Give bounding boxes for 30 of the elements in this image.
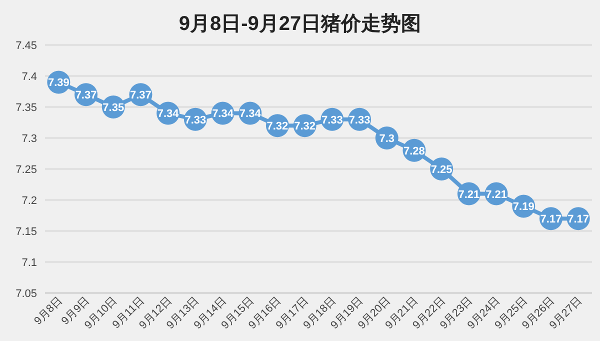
y-tick-label: 7.1: [22, 257, 37, 269]
y-tick-label: 7.2: [22, 195, 37, 207]
y-tick-label: 7.25: [16, 164, 37, 176]
data-label: 7.17: [540, 214, 562, 226]
data-label: 7.34: [157, 108, 180, 120]
data-label: 7.21: [486, 188, 507, 201]
data-label: 7.37: [75, 90, 97, 102]
data-label: 7.34: [212, 108, 234, 120]
y-tick-label: 7.4: [22, 71, 37, 83]
data-label: 7.32: [294, 120, 316, 133]
data-label: 7.35: [102, 102, 124, 114]
y-tick-label: 7.45: [16, 40, 37, 52]
data-label: 7.3: [379, 133, 395, 145]
data-label: 7.32: [266, 120, 288, 133]
data-label: 7.39: [48, 77, 70, 90]
data-label: 7.17: [568, 214, 590, 226]
y-tick-label: 7.15: [16, 226, 37, 238]
data-label: 7.37: [130, 90, 152, 102]
data-label: 7.33: [321, 114, 343, 126]
data-label: 7.25: [430, 164, 452, 176]
y-tick-label: 7.05: [16, 288, 37, 300]
data-label: 7.19: [512, 201, 534, 214]
data-label: 7.21: [458, 188, 480, 201]
y-tick-label: 7.3: [22, 133, 37, 145]
y-tick-label: 7.35: [16, 102, 37, 114]
data-label: 7.33: [184, 114, 206, 126]
data-label: 7.33: [348, 114, 370, 126]
data-label: 7.28: [404, 145, 425, 158]
data-label: 7.34: [239, 108, 262, 120]
chart-title: 9月8日-9月27日猪价走势图: [178, 13, 422, 35]
